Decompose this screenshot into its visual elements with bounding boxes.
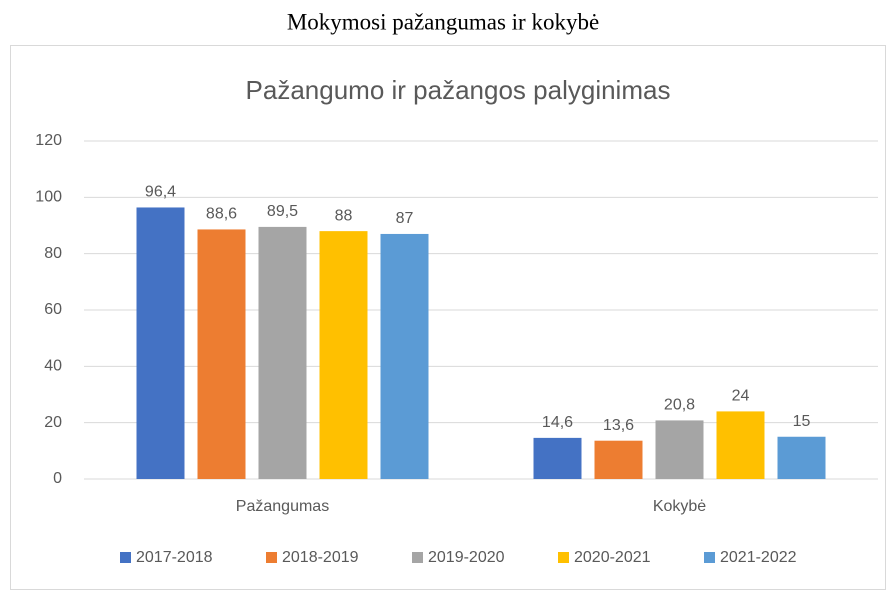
- value-label: 96,4: [145, 184, 176, 201]
- legend-swatch: [412, 552, 423, 563]
- value-label: 88,6: [206, 206, 237, 223]
- legend-swatch: [266, 552, 277, 563]
- y-tick-label: 20: [44, 414, 62, 431]
- value-label: 14,6: [542, 414, 573, 431]
- bar: [136, 207, 185, 479]
- bar: [319, 231, 368, 479]
- y-tick-label: 80: [44, 245, 62, 262]
- bar: [197, 229, 246, 479]
- y-tick-label: 40: [44, 358, 62, 375]
- chart-title: Pažangumo ir pažangos palyginimas: [246, 75, 671, 105]
- legend-label: 2021-2022: [720, 549, 797, 566]
- y-tick-label: 120: [35, 132, 62, 149]
- x-tick-label: Pažangumas: [236, 498, 329, 515]
- bar: [533, 437, 582, 479]
- bar: [777, 436, 826, 479]
- legend-swatch: [704, 552, 715, 563]
- value-label: 13,6: [603, 417, 634, 434]
- bar: [655, 420, 704, 479]
- value-label: 24: [732, 388, 750, 405]
- y-tick-label: 60: [44, 301, 62, 318]
- bar: [258, 226, 307, 479]
- y-tick-label: 100: [35, 189, 62, 206]
- x-tick-label: Kokybė: [653, 498, 706, 515]
- bar: [380, 233, 429, 479]
- value-label: 20,8: [664, 397, 695, 414]
- legend-label: 2018-2019: [282, 549, 359, 566]
- value-label: 89,5: [267, 203, 298, 220]
- value-label: 88: [335, 207, 353, 224]
- bar: [594, 440, 643, 479]
- page-heading: Mokymosi pažangumas ir kokybė: [287, 9, 599, 34]
- legend-label: 2020-2021: [574, 549, 651, 566]
- legend-label: 2017-2018: [136, 549, 213, 566]
- y-tick-label: 0: [53, 470, 62, 487]
- bar: [716, 411, 765, 479]
- value-label: 15: [793, 413, 811, 430]
- legend-swatch: [120, 552, 131, 563]
- legend-swatch: [558, 552, 569, 563]
- legend-label: 2019-2020: [428, 549, 505, 566]
- value-label: 87: [396, 210, 414, 227]
